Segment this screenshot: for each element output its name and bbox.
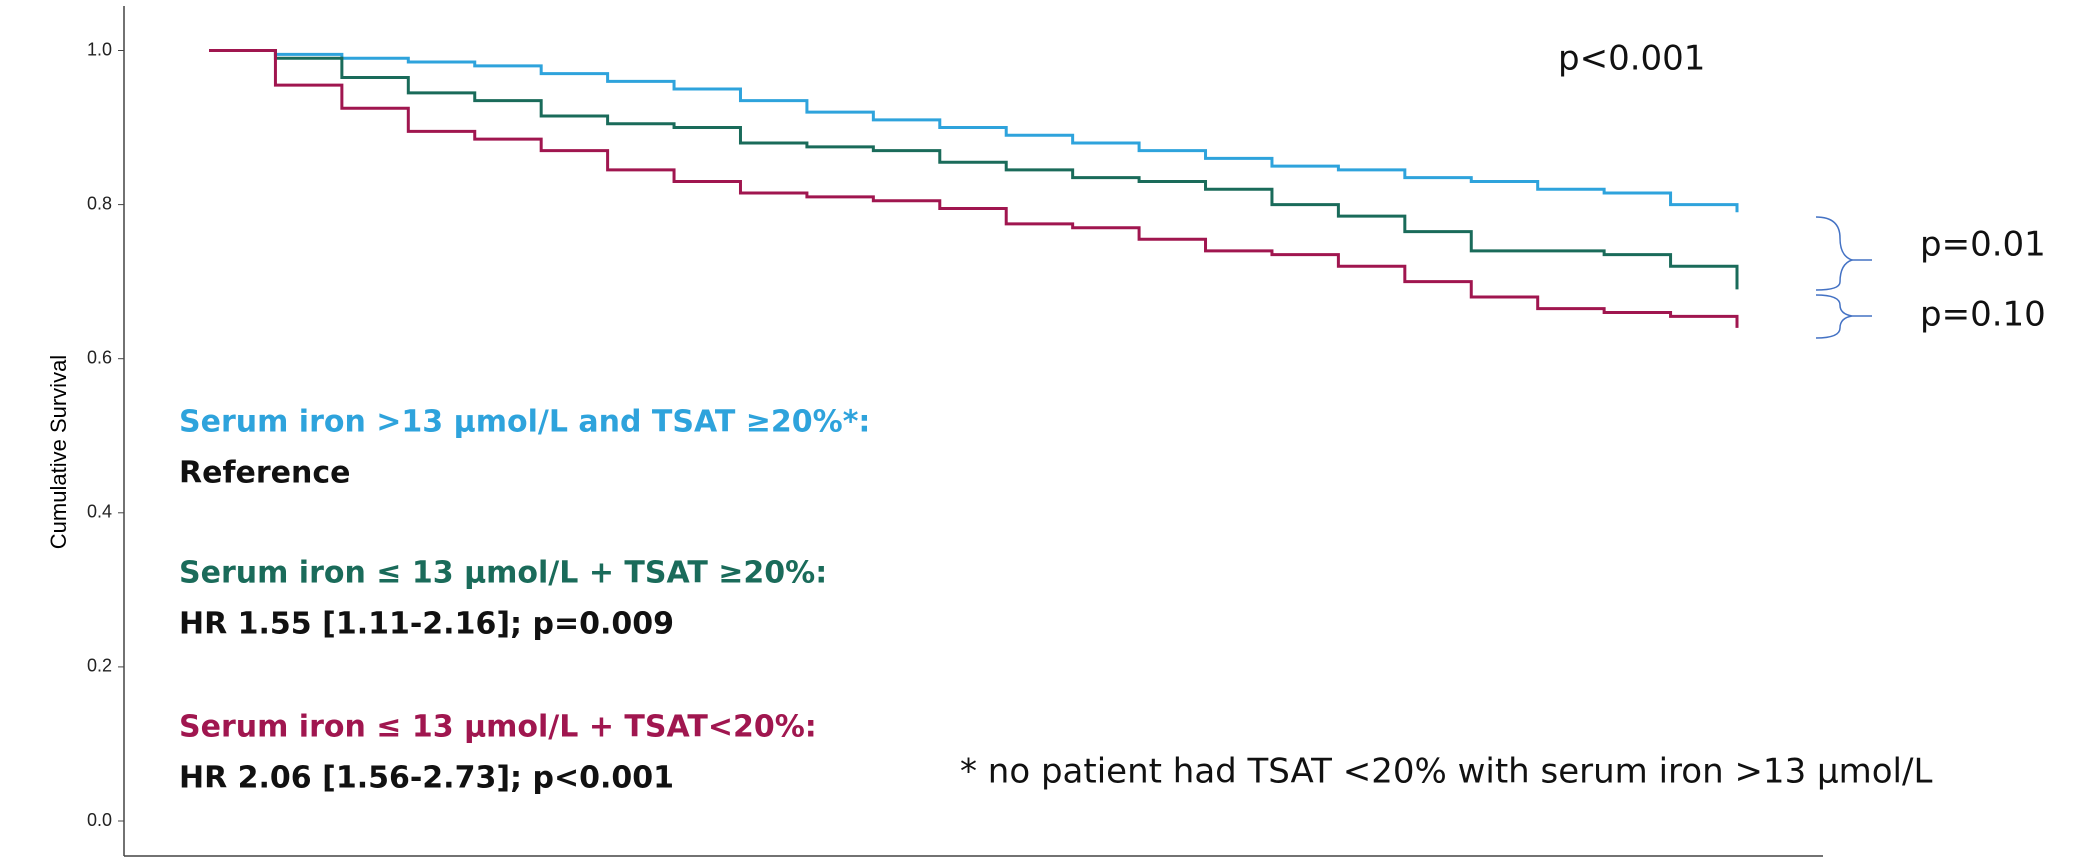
brace [1815,294,1853,339]
y-tick-label: 0.6 [87,347,112,367]
survival-curve [209,49,1739,328]
legend-annotation: HR 2.06 [1.56-2.73]; p<0.001 [179,761,674,796]
y-tick-label: 0.0 [87,810,112,830]
legend-label: Serum iron >13 µmol/L and TSAT ≥20%*: [179,405,870,440]
footnote: * no patient had TSAT <20% with serum ir… [960,752,1932,792]
annotation: p=0.10 [1920,295,2046,335]
survival-curve [209,49,1739,213]
legend-annotation: Reference [179,456,350,491]
legend-label: Serum iron ≤ 13 µmol/L + TSAT ≥20%: [179,556,827,591]
y-tick-label: 0.4 [87,502,112,522]
y-tick-label: 0.8 [87,193,112,213]
y-axis-label: Cumulative Survival [46,355,71,549]
legend-label: Serum iron ≤ 13 µmol/L + TSAT<20%: [179,710,817,745]
annotation: p<0.001 [1558,39,1705,79]
brace [1815,216,1855,291]
legend-annotation: HR 1.55 [1.11-2.16]; p=0.009 [179,607,674,642]
annotation: p=0.01 [1920,225,2046,265]
y-tick-label: 1.0 [87,39,112,59]
survival-curve [209,49,1739,290]
y-tick-label: 0.2 [87,656,112,676]
